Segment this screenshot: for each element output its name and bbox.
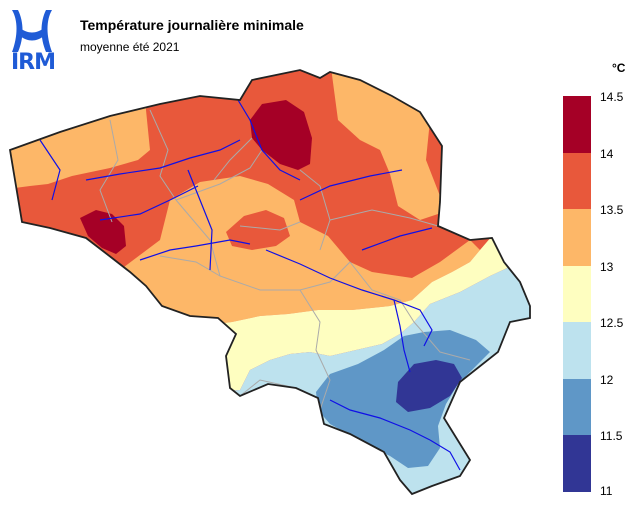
legend-tick-label: 11.5	[600, 429, 623, 443]
temperature-legend	[563, 96, 591, 492]
legend-swatch-14-14.5	[563, 96, 591, 153]
zone-13.5-14-centre	[226, 210, 290, 250]
map-title: Température journalière minimale	[80, 17, 304, 33]
legend-swatch-13.5-14	[563, 153, 591, 209]
rivers	[39, 99, 461, 471]
map-subtitle: moyenne été 2021	[80, 40, 180, 54]
country-border	[8, 69, 531, 496]
legend-tick-label: 11	[600, 484, 613, 498]
legend-swatch-12.5-13	[563, 266, 591, 322]
legend-unit: °C	[612, 61, 626, 75]
legend-tick-label: 14	[600, 147, 614, 161]
legend-tick-label: 14.5	[600, 90, 624, 104]
zone-14-14.5-antwerp	[250, 100, 312, 170]
legend-swatch-11.5-12	[563, 379, 591, 435]
zone-14-14.5-west	[80, 210, 126, 254]
legend-swatch-12-12.5	[563, 322, 591, 379]
legend-tick-label: 13.5	[600, 203, 624, 217]
irm-logo-icon	[12, 10, 52, 52]
legend-tick-label: 12.5	[600, 316, 624, 330]
legend-swatch-13-13.5	[563, 209, 591, 266]
zone-11-11.5	[396, 360, 462, 412]
temperature-map	[8, 69, 531, 496]
logo-text: IRM	[10, 50, 56, 75]
legend-tick-label: 12	[600, 373, 614, 387]
legend-swatch-11-11.5	[563, 435, 591, 492]
province-borders	[99, 109, 471, 411]
legend-tick-label: 13	[600, 260, 614, 274]
